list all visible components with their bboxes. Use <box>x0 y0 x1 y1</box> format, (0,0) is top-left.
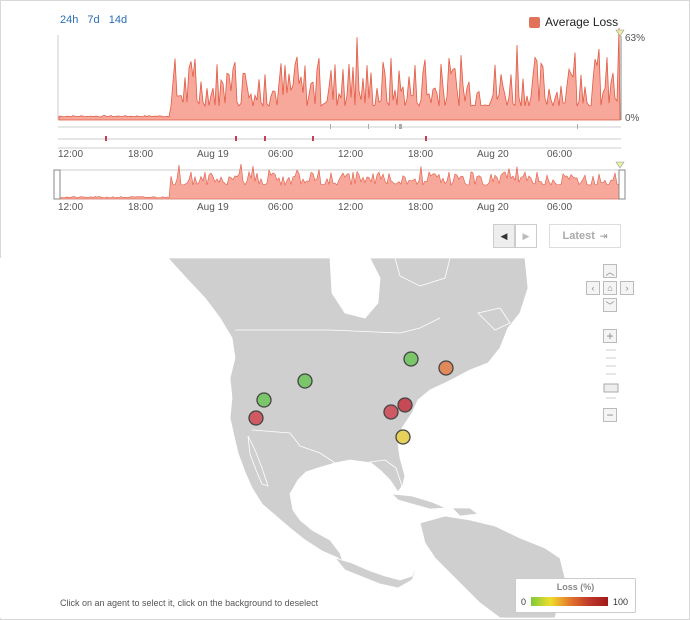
pan-down-icon[interactable]: ﹀ <box>603 298 617 312</box>
x-tick-3: 06:00 <box>268 149 294 160</box>
x-tick-5: 18:00 <box>408 202 434 213</box>
navigator-series <box>58 164 621 200</box>
navigator-right-handle[interactable] <box>618 169 626 200</box>
zoom-out-button[interactable]: − <box>603 408 617 422</box>
time-range-selector: 24h 7d 14d <box>60 14 133 26</box>
agent-atlanta[interactable] <box>383 404 399 420</box>
latest-label: Latest <box>562 230 595 242</box>
x-tick-1: 18:00 <box>128 149 154 160</box>
agent-boston[interactable] <box>438 360 454 376</box>
agent-la[interactable] <box>248 410 264 426</box>
x-tick-2: Aug 19 <box>197 202 229 213</box>
loss-legend: Loss (%) 0 100 <box>515 578 636 613</box>
home-icon[interactable]: ⌂ <box>603 281 617 295</box>
chart-legend[interactable]: Average Loss <box>529 15 618 29</box>
loss-legend-title: Loss (%) <box>556 582 595 592</box>
x-tick-1: 18:00 <box>128 202 154 213</box>
loss-gradient <box>531 597 608 606</box>
landmass <box>167 258 566 618</box>
agent-charlotte[interactable] <box>397 397 413 413</box>
zoom-in-button[interactable]: + <box>603 329 617 343</box>
prev-arrow-icon[interactable]: ◀ <box>493 224 515 248</box>
map-hint: Click on an agent to select it, click on… <box>60 598 319 608</box>
range-7d[interactable]: 7d <box>87 14 100 26</box>
loss-legend-max: 100 <box>613 597 629 607</box>
event-markers-row-1[interactable] <box>330 124 578 129</box>
navigator-marker-icon <box>615 161 625 169</box>
next-arrow-icon[interactable]: ▶ <box>515 224 537 248</box>
x-tick-5: 18:00 <box>408 149 434 160</box>
legend-label: Average Loss <box>545 15 619 29</box>
x-tick-6: Aug 20 <box>477 149 509 160</box>
y-axis-min: 0% <box>625 113 640 124</box>
agent-orlando[interactable] <box>395 429 411 445</box>
agents-layer[interactable] <box>248 351 454 445</box>
x-tick-0: 12:00 <box>58 149 84 160</box>
agent-denver[interactable] <box>297 373 313 389</box>
range-24h[interactable]: 24h <box>60 14 79 26</box>
range-14d[interactable]: 14d <box>108 14 128 26</box>
map-canvas[interactable] <box>0 258 688 618</box>
loss-chart[interactable] <box>0 0 690 250</box>
zoom-slider[interactable] <box>603 346 619 402</box>
top-marker-icon <box>615 29 625 37</box>
pager: ◀ ▶ <box>493 224 537 248</box>
agent-map[interactable] <box>0 258 688 618</box>
pan-up-icon[interactable]: ︿ <box>603 264 617 278</box>
navigator-left-handle[interactable] <box>53 169 61 200</box>
skip-to-end-icon: ⇥ <box>599 230 608 241</box>
x-tick-7: 06:00 <box>547 202 573 213</box>
agent-phoenix[interactable] <box>256 392 272 408</box>
pan-left-icon[interactable]: ‹ <box>586 281 600 295</box>
latest-button[interactable]: Latest ⇥ <box>549 224 621 248</box>
pan-right-icon[interactable]: › <box>620 281 634 295</box>
agent-chicago[interactable] <box>403 351 419 367</box>
zoom-slider-thumb[interactable] <box>603 383 619 393</box>
x-tick-4: 12:00 <box>338 149 364 160</box>
x-tick-6: Aug 20 <box>477 202 509 213</box>
x-tick-7: 06:00 <box>547 149 573 160</box>
loss-legend-min: 0 <box>521 597 527 607</box>
x-tick-4: 12:00 <box>338 202 364 213</box>
x-tick-0: 12:00 <box>58 202 84 213</box>
loss-area-series <box>58 27 621 121</box>
borders <box>235 317 441 464</box>
x-tick-2: Aug 19 <box>197 149 229 160</box>
x-tick-3: 06:00 <box>268 202 294 213</box>
y-axis-max: 63% <box>625 33 646 44</box>
legend-swatch <box>529 16 540 28</box>
event-markers-row-2[interactable] <box>105 136 427 141</box>
